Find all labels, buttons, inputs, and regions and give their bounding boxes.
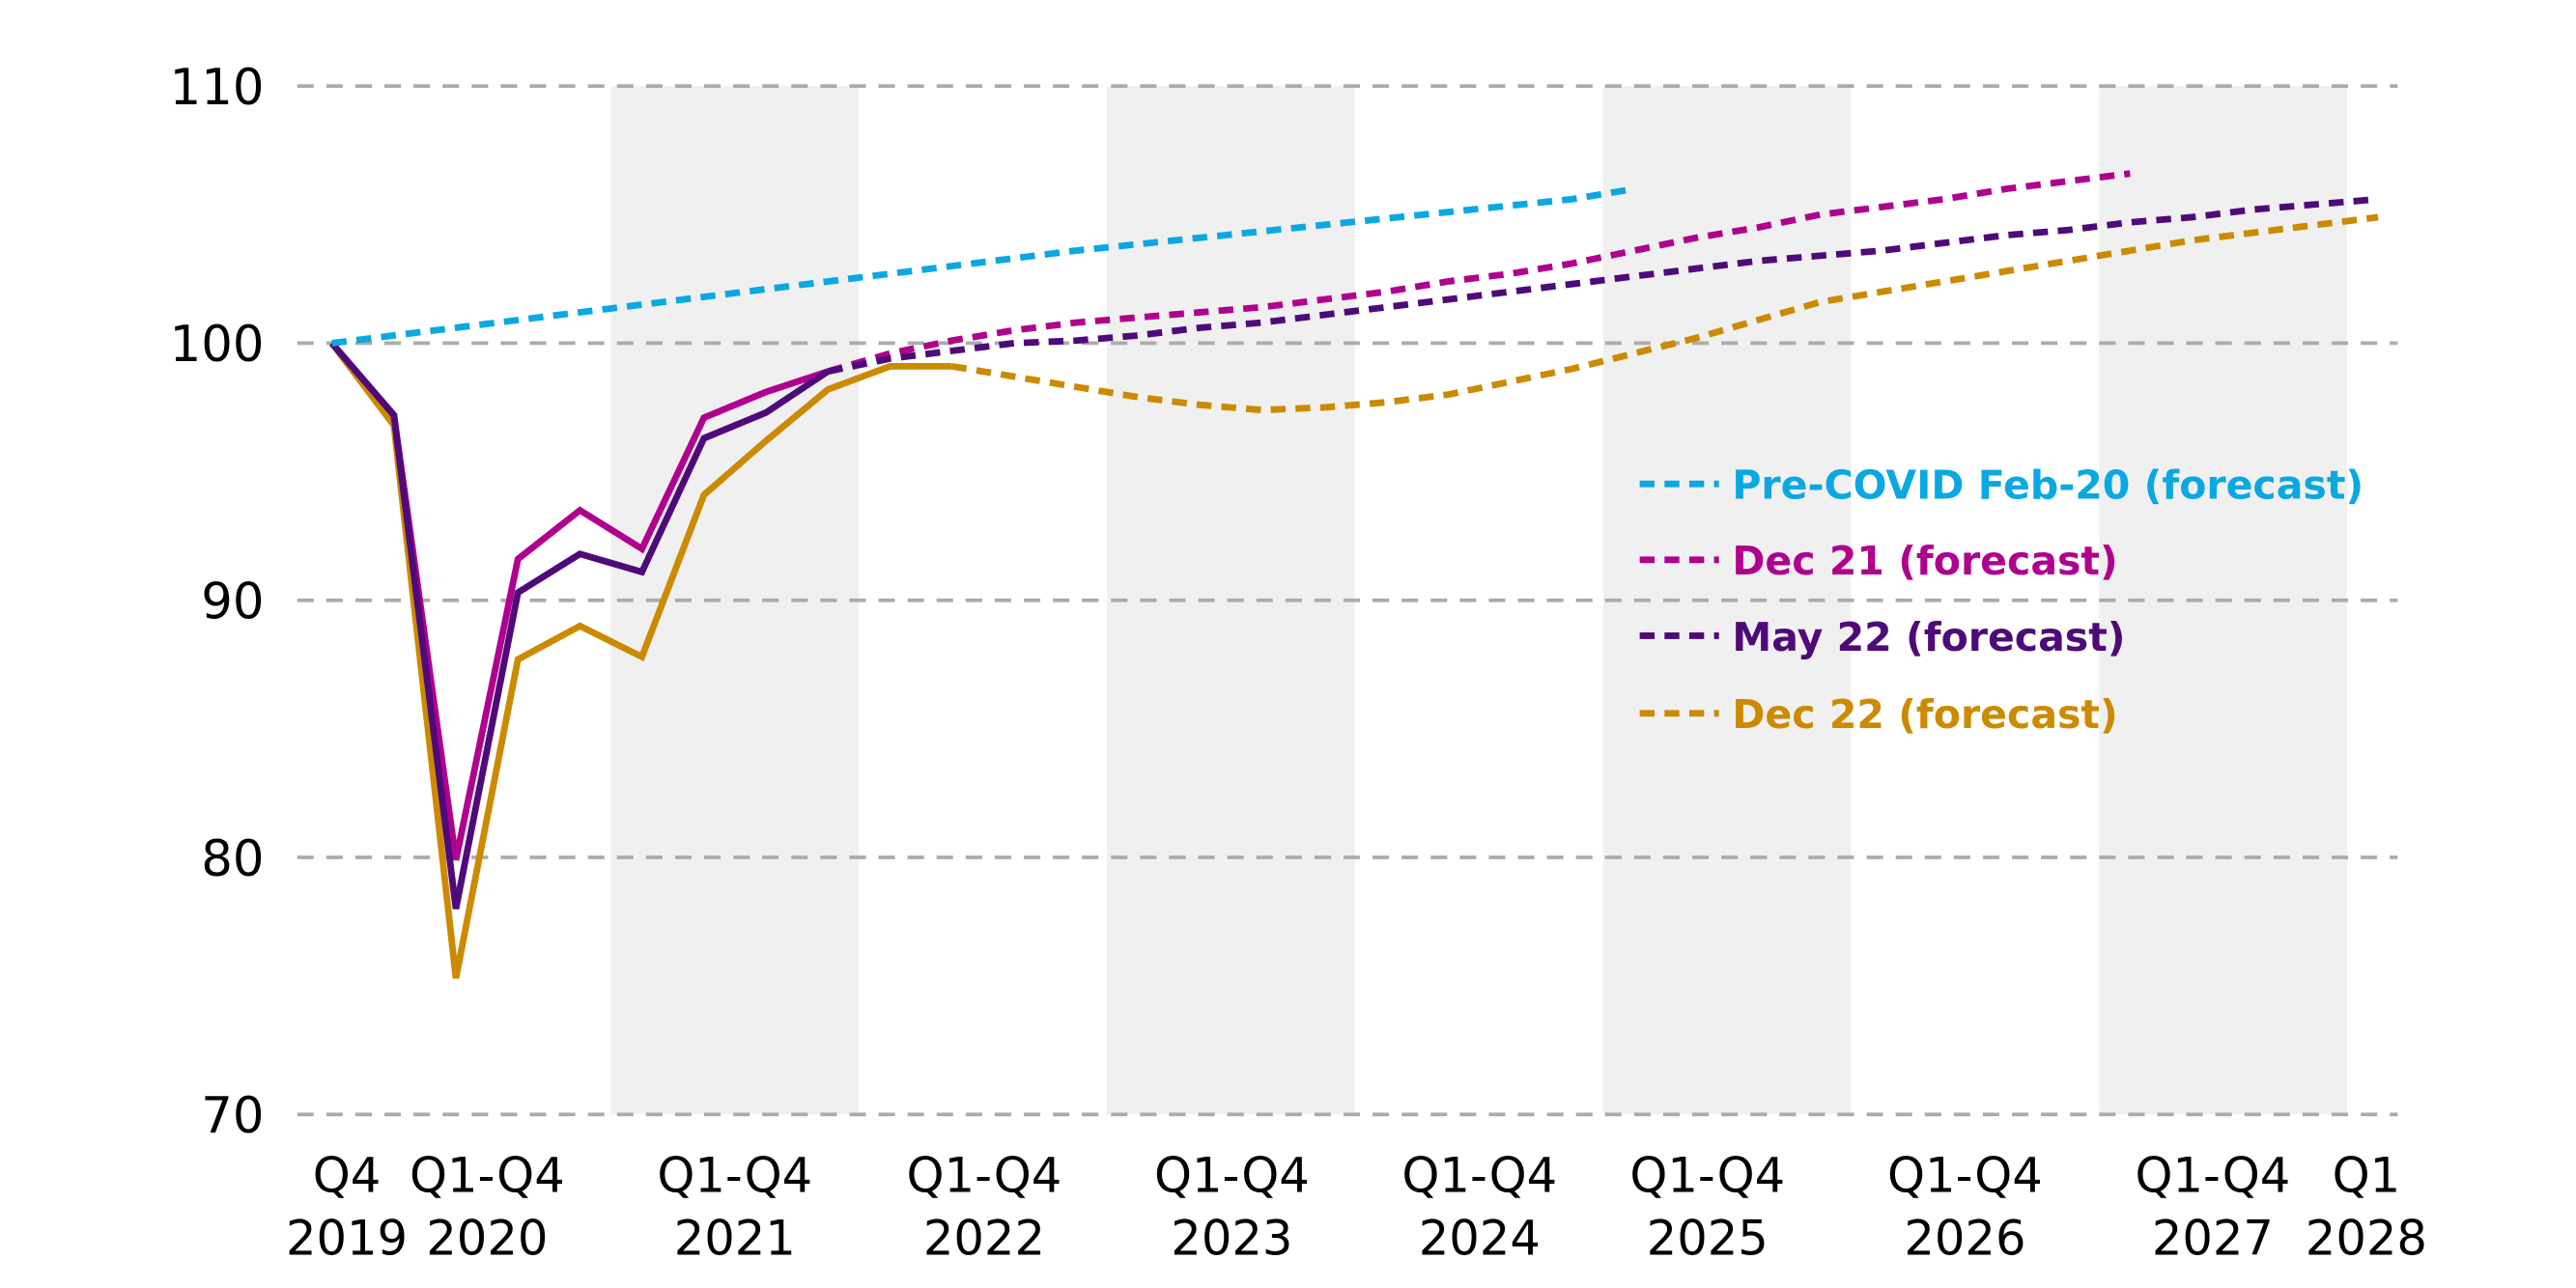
x-tick-label-line1: Q4	[313, 1148, 382, 1204]
x-tick-label-line1: Q1-Q4	[657, 1148, 812, 1204]
x-tick-label-line1: Q1-Q4	[1401, 1148, 1557, 1204]
x-axis-tick-labels: Q42019Q1-Q42020Q1-Q42021Q1-Q42022Q1-Q420…	[286, 1148, 2427, 1267]
x-tick-label-line1: Q1-Q4	[1154, 1148, 1310, 1204]
x-tick-label-line1: Q1-Q4	[2135, 1148, 2290, 1204]
legend-label: Dec 21 (forecast)	[1732, 538, 2117, 584]
y-tick-label: 80	[201, 830, 264, 888]
series-lines	[328, 170, 2379, 979]
x-tick-label-line2: 2028	[2306, 1211, 2427, 1267]
x-tick-label-line2: 2025	[1647, 1211, 1769, 1267]
x-tick-label-line1: Q1-Q4	[1629, 1148, 1785, 1204]
x-tick-label-line1: Q1-Q4	[1887, 1148, 2043, 1204]
x-tick-label-line2: 2027	[2152, 1211, 2274, 1267]
series-actual-line	[329, 341, 831, 910]
legend-label: Dec 22 (forecast)	[1732, 691, 2117, 738]
y-tick-label: 70	[201, 1087, 264, 1145]
series-forecast-line	[331, 185, 1635, 347]
x-tick-label-line2: 2024	[1419, 1211, 1541, 1267]
y-axis-tick-labels: 70 80 90 100 110	[170, 59, 265, 1145]
series-actual-line	[328, 341, 952, 979]
series-forecast-line	[827, 195, 2379, 376]
x-tick-label-line2: 2023	[1171, 1211, 1292, 1267]
legend: Pre-COVID Feb-20 (forecast) Dec 21 (forec…	[1639, 462, 2364, 738]
series-forecast-line	[951, 213, 2379, 414]
x-tick-label-line1: Q1-Q4	[410, 1148, 565, 1204]
legend-label: May 22 (forecast)	[1732, 614, 2125, 660]
gridlines	[297, 84, 2398, 1117]
x-tick-label-line2: 2026	[1904, 1211, 2025, 1267]
x-tick-label-line2: 2022	[923, 1211, 1045, 1267]
x-tick-label-line2: 2019	[286, 1211, 408, 1267]
year-shading-bands	[610, 86, 2348, 1115]
x-tick-label-line1: Q1	[2333, 1148, 2401, 1204]
y-tick-label: 100	[170, 316, 265, 374]
y-tick-label: 90	[201, 574, 264, 631]
legend-label: Pre-COVID Feb-20 (forecast)	[1732, 462, 2364, 509]
series-forecast-line	[827, 170, 2131, 375]
x-tick-label-line1: Q1-Q4	[907, 1148, 1062, 1204]
y-tick-label: 110	[170, 59, 265, 117]
x-tick-label-line2: 2021	[674, 1211, 796, 1267]
x-tick-label-line2: 2020	[426, 1211, 548, 1267]
